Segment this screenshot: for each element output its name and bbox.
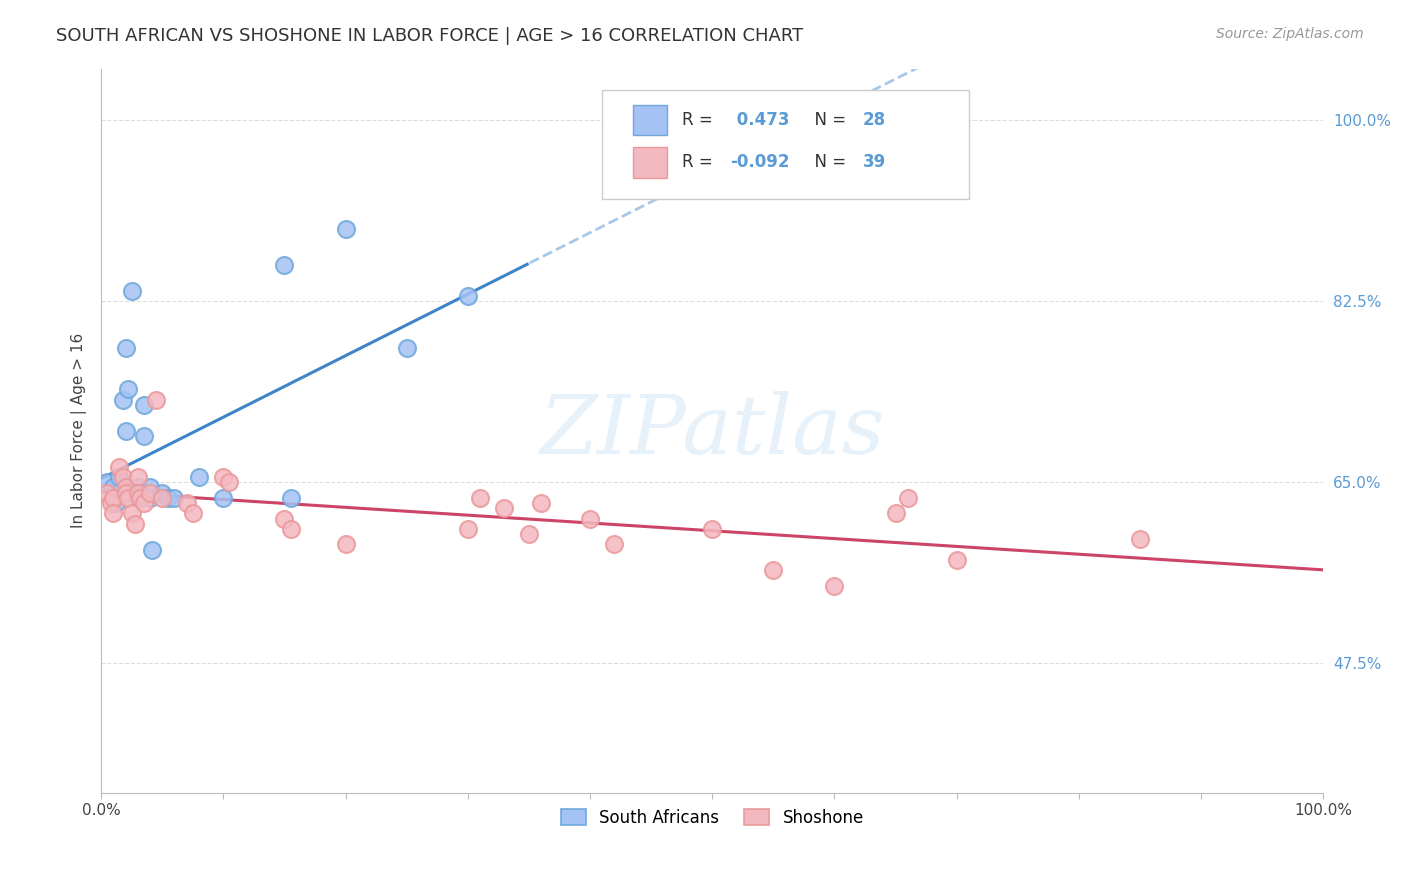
Point xyxy=(132,496,155,510)
Point xyxy=(187,470,209,484)
Point xyxy=(127,481,149,495)
Point xyxy=(132,429,155,443)
Text: R =: R = xyxy=(682,111,717,129)
Point xyxy=(139,481,162,495)
Text: 28: 28 xyxy=(862,111,886,129)
Point xyxy=(127,485,149,500)
Point xyxy=(280,491,302,505)
Text: N =: N = xyxy=(804,153,851,171)
Point xyxy=(129,491,152,505)
Point xyxy=(150,485,173,500)
Point xyxy=(132,398,155,412)
Point xyxy=(103,491,125,505)
Point xyxy=(114,424,136,438)
Point xyxy=(139,491,162,505)
Point xyxy=(127,491,149,505)
Point xyxy=(96,485,118,500)
Point xyxy=(104,496,127,510)
Point xyxy=(823,579,845,593)
Text: R =: R = xyxy=(682,153,717,171)
Point xyxy=(117,382,139,396)
Point xyxy=(96,475,118,490)
Text: 0.473: 0.473 xyxy=(731,111,789,129)
Point xyxy=(127,485,149,500)
Point xyxy=(141,542,163,557)
Point xyxy=(603,537,626,551)
Point xyxy=(121,284,143,298)
Point xyxy=(884,506,907,520)
Point xyxy=(218,475,240,490)
Text: ZIPatlas: ZIPatlas xyxy=(540,391,884,471)
Point xyxy=(335,537,357,551)
Point xyxy=(945,553,967,567)
Point xyxy=(114,341,136,355)
Point xyxy=(129,491,152,505)
Point xyxy=(117,491,139,505)
Legend: South Africans, Shoshone: South Africans, Shoshone xyxy=(553,800,872,835)
Point xyxy=(112,392,135,407)
Point xyxy=(1129,532,1152,546)
Point xyxy=(108,459,131,474)
Point xyxy=(897,491,920,505)
Point xyxy=(280,522,302,536)
Point xyxy=(494,501,516,516)
Point xyxy=(212,470,235,484)
FancyBboxPatch shape xyxy=(602,90,969,199)
Point xyxy=(127,470,149,484)
Point xyxy=(702,522,724,536)
Point xyxy=(114,485,136,500)
Point xyxy=(103,506,125,520)
Point xyxy=(103,481,125,495)
Point xyxy=(457,522,479,536)
Point xyxy=(163,491,186,505)
FancyBboxPatch shape xyxy=(633,147,666,178)
Text: SOUTH AFRICAN VS SHOSHONE IN LABOR FORCE | AGE > 16 CORRELATION CHART: SOUTH AFRICAN VS SHOSHONE IN LABOR FORCE… xyxy=(56,27,803,45)
Point xyxy=(212,491,235,505)
Y-axis label: In Labor Force | Age > 16: In Labor Force | Age > 16 xyxy=(72,333,87,528)
Point xyxy=(273,258,295,272)
Point xyxy=(530,496,553,510)
Text: -0.092: -0.092 xyxy=(731,153,790,171)
Point xyxy=(100,496,122,510)
Text: 39: 39 xyxy=(862,153,886,171)
Point xyxy=(762,563,785,577)
Point xyxy=(395,341,418,355)
Point xyxy=(457,289,479,303)
Text: Source: ZipAtlas.com: Source: ZipAtlas.com xyxy=(1216,27,1364,41)
Point xyxy=(108,470,131,484)
Point xyxy=(145,392,167,407)
Point xyxy=(335,222,357,236)
Point xyxy=(157,491,180,505)
Point xyxy=(124,516,146,531)
Point xyxy=(176,496,198,510)
Point xyxy=(468,491,491,505)
Point xyxy=(181,506,204,520)
Text: N =: N = xyxy=(804,111,851,129)
Point xyxy=(121,506,143,520)
FancyBboxPatch shape xyxy=(633,104,666,136)
Point xyxy=(579,511,602,525)
Point xyxy=(517,527,540,541)
Point xyxy=(273,511,295,525)
Point xyxy=(114,481,136,495)
Point xyxy=(139,485,162,500)
Point xyxy=(150,491,173,505)
Point xyxy=(112,470,135,484)
